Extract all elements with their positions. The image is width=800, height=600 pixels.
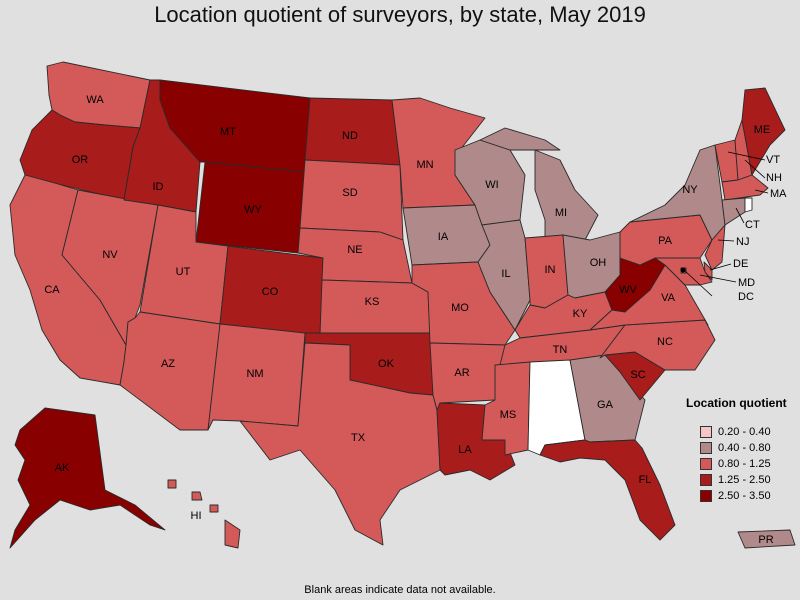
- state-label-UT: UT: [176, 266, 191, 278]
- state-label-SD: SD: [342, 187, 357, 199]
- state-label-TX: TX: [351, 432, 366, 444]
- state-label-ND: ND: [342, 130, 358, 142]
- state-label-NJ: NJ: [736, 236, 749, 248]
- state-label-NH: NH: [766, 172, 782, 184]
- state-label-NY: NY: [682, 184, 698, 196]
- state-label-VA: VA: [661, 292, 676, 304]
- state-label-MS: MS: [500, 409, 517, 421]
- state-label-KY: KY: [573, 308, 588, 320]
- state-label-LA: LA: [458, 444, 472, 456]
- state-AK: [9, 407, 166, 549]
- state-label-CO: CO: [262, 286, 279, 298]
- state-label-WI: WI: [485, 179, 498, 191]
- state-label-NM: NM: [246, 368, 263, 380]
- state-PR: [737, 529, 796, 549]
- leader-line-nj: [717, 239, 735, 242]
- footnote: Blank areas indicate data not available.: [304, 584, 496, 596]
- state-label-FL: FL: [639, 474, 652, 486]
- state-HI: [167, 479, 241, 549]
- state-label-KS: KS: [365, 296, 380, 308]
- state-AZ: [119, 311, 221, 431]
- state-label-IN: IN: [545, 264, 556, 276]
- state-label-MO: MO: [451, 302, 469, 314]
- state-label-SC: SC: [630, 369, 645, 381]
- state-label-AZ: AZ: [161, 358, 175, 370]
- state-label-DE: DE: [733, 258, 748, 270]
- state-label-MN: MN: [416, 159, 433, 171]
- leader-line-ct: [735, 207, 745, 224]
- state-label-ME: ME: [754, 124, 771, 136]
- state-label-OK: OK: [378, 358, 395, 370]
- state-SD: [299, 159, 404, 241]
- state-label-HI: HI: [191, 510, 202, 522]
- state-MI-up: [479, 127, 561, 151]
- legend-label: 2.50 - 3.50: [718, 490, 771, 502]
- state-label-MA: MA: [770, 188, 787, 200]
- state-label-MI: MI: [555, 207, 567, 219]
- legend-label: 0.40 - 0.80: [718, 442, 771, 454]
- state-NJ: [704, 224, 726, 271]
- legend-item: 0.40 - 0.80: [686, 440, 800, 456]
- state-label-WY: WY: [244, 204, 262, 216]
- leader-line-dc: [683, 269, 713, 297]
- state-DE: [703, 261, 713, 281]
- state-label-PA: PA: [658, 235, 673, 247]
- leader-line-vt: [727, 151, 766, 161]
- state-RI: [744, 197, 753, 213]
- state-label-CA: CA: [44, 284, 60, 296]
- state-label-NC: NC: [657, 336, 673, 348]
- leader-line-nh: [744, 159, 766, 179]
- legend-label: 0.20 - 0.40: [718, 426, 771, 438]
- dc-marker: [680, 267, 686, 273]
- state-label-OH: OH: [590, 257, 607, 269]
- state-label-AK: AK: [55, 462, 70, 474]
- page-title: Location quotient of surveyors, by state…: [154, 2, 646, 27]
- legend-item: 2.50 - 3.50: [686, 488, 800, 504]
- state-label-MT: MT: [220, 126, 236, 138]
- state-label-CT: CT: [745, 219, 760, 231]
- legend-swatch: [700, 490, 712, 502]
- state-label-IL: IL: [501, 268, 510, 280]
- state-label-TN: TN: [553, 344, 568, 356]
- state-TX: [239, 342, 441, 546]
- legend-swatch: [700, 442, 712, 454]
- state-label-PR: PR: [758, 534, 773, 546]
- state-label-WA: WA: [86, 94, 104, 106]
- state-MI: [534, 149, 599, 243]
- state-label-NV: NV: [102, 249, 118, 261]
- state-label-GA: GA: [597, 399, 614, 411]
- legend-title: Location quotient: [686, 396, 787, 410]
- leader-line-md: [699, 274, 737, 283]
- legend-swatch: [700, 474, 712, 486]
- state-FL: [539, 439, 676, 541]
- legend-item: 1.25 - 2.50: [686, 472, 800, 488]
- state-label-IA: IA: [438, 231, 449, 243]
- legend-item: 0.20 - 0.40: [686, 424, 800, 440]
- legend-label: 0.80 - 1.25: [718, 458, 771, 470]
- state-label-MD: MD: [738, 277, 755, 289]
- state-label-NE: NE: [347, 244, 362, 256]
- state-label-DC: DC: [738, 291, 754, 303]
- legend-swatch: [700, 426, 712, 438]
- leader-line-de: [709, 263, 732, 271]
- state-label-VT: VT: [766, 154, 780, 166]
- state-label-WV: WV: [619, 284, 637, 296]
- legend-item: 0.80 - 1.25: [686, 456, 800, 472]
- state-label-OR: OR: [72, 154, 89, 166]
- state-label-ID: ID: [153, 181, 164, 193]
- state-label-AR: AR: [454, 367, 469, 379]
- legend-swatch: [700, 458, 712, 470]
- state-LA: [436, 402, 516, 481]
- legend: Location quotient 0.20 - 0.40 0.40 - 0.8…: [686, 396, 800, 504]
- leader-line-ma: [754, 189, 769, 194]
- state-CT: [721, 197, 746, 226]
- state-NY: [629, 144, 726, 241]
- legend-label: 1.25 - 2.50: [718, 474, 771, 486]
